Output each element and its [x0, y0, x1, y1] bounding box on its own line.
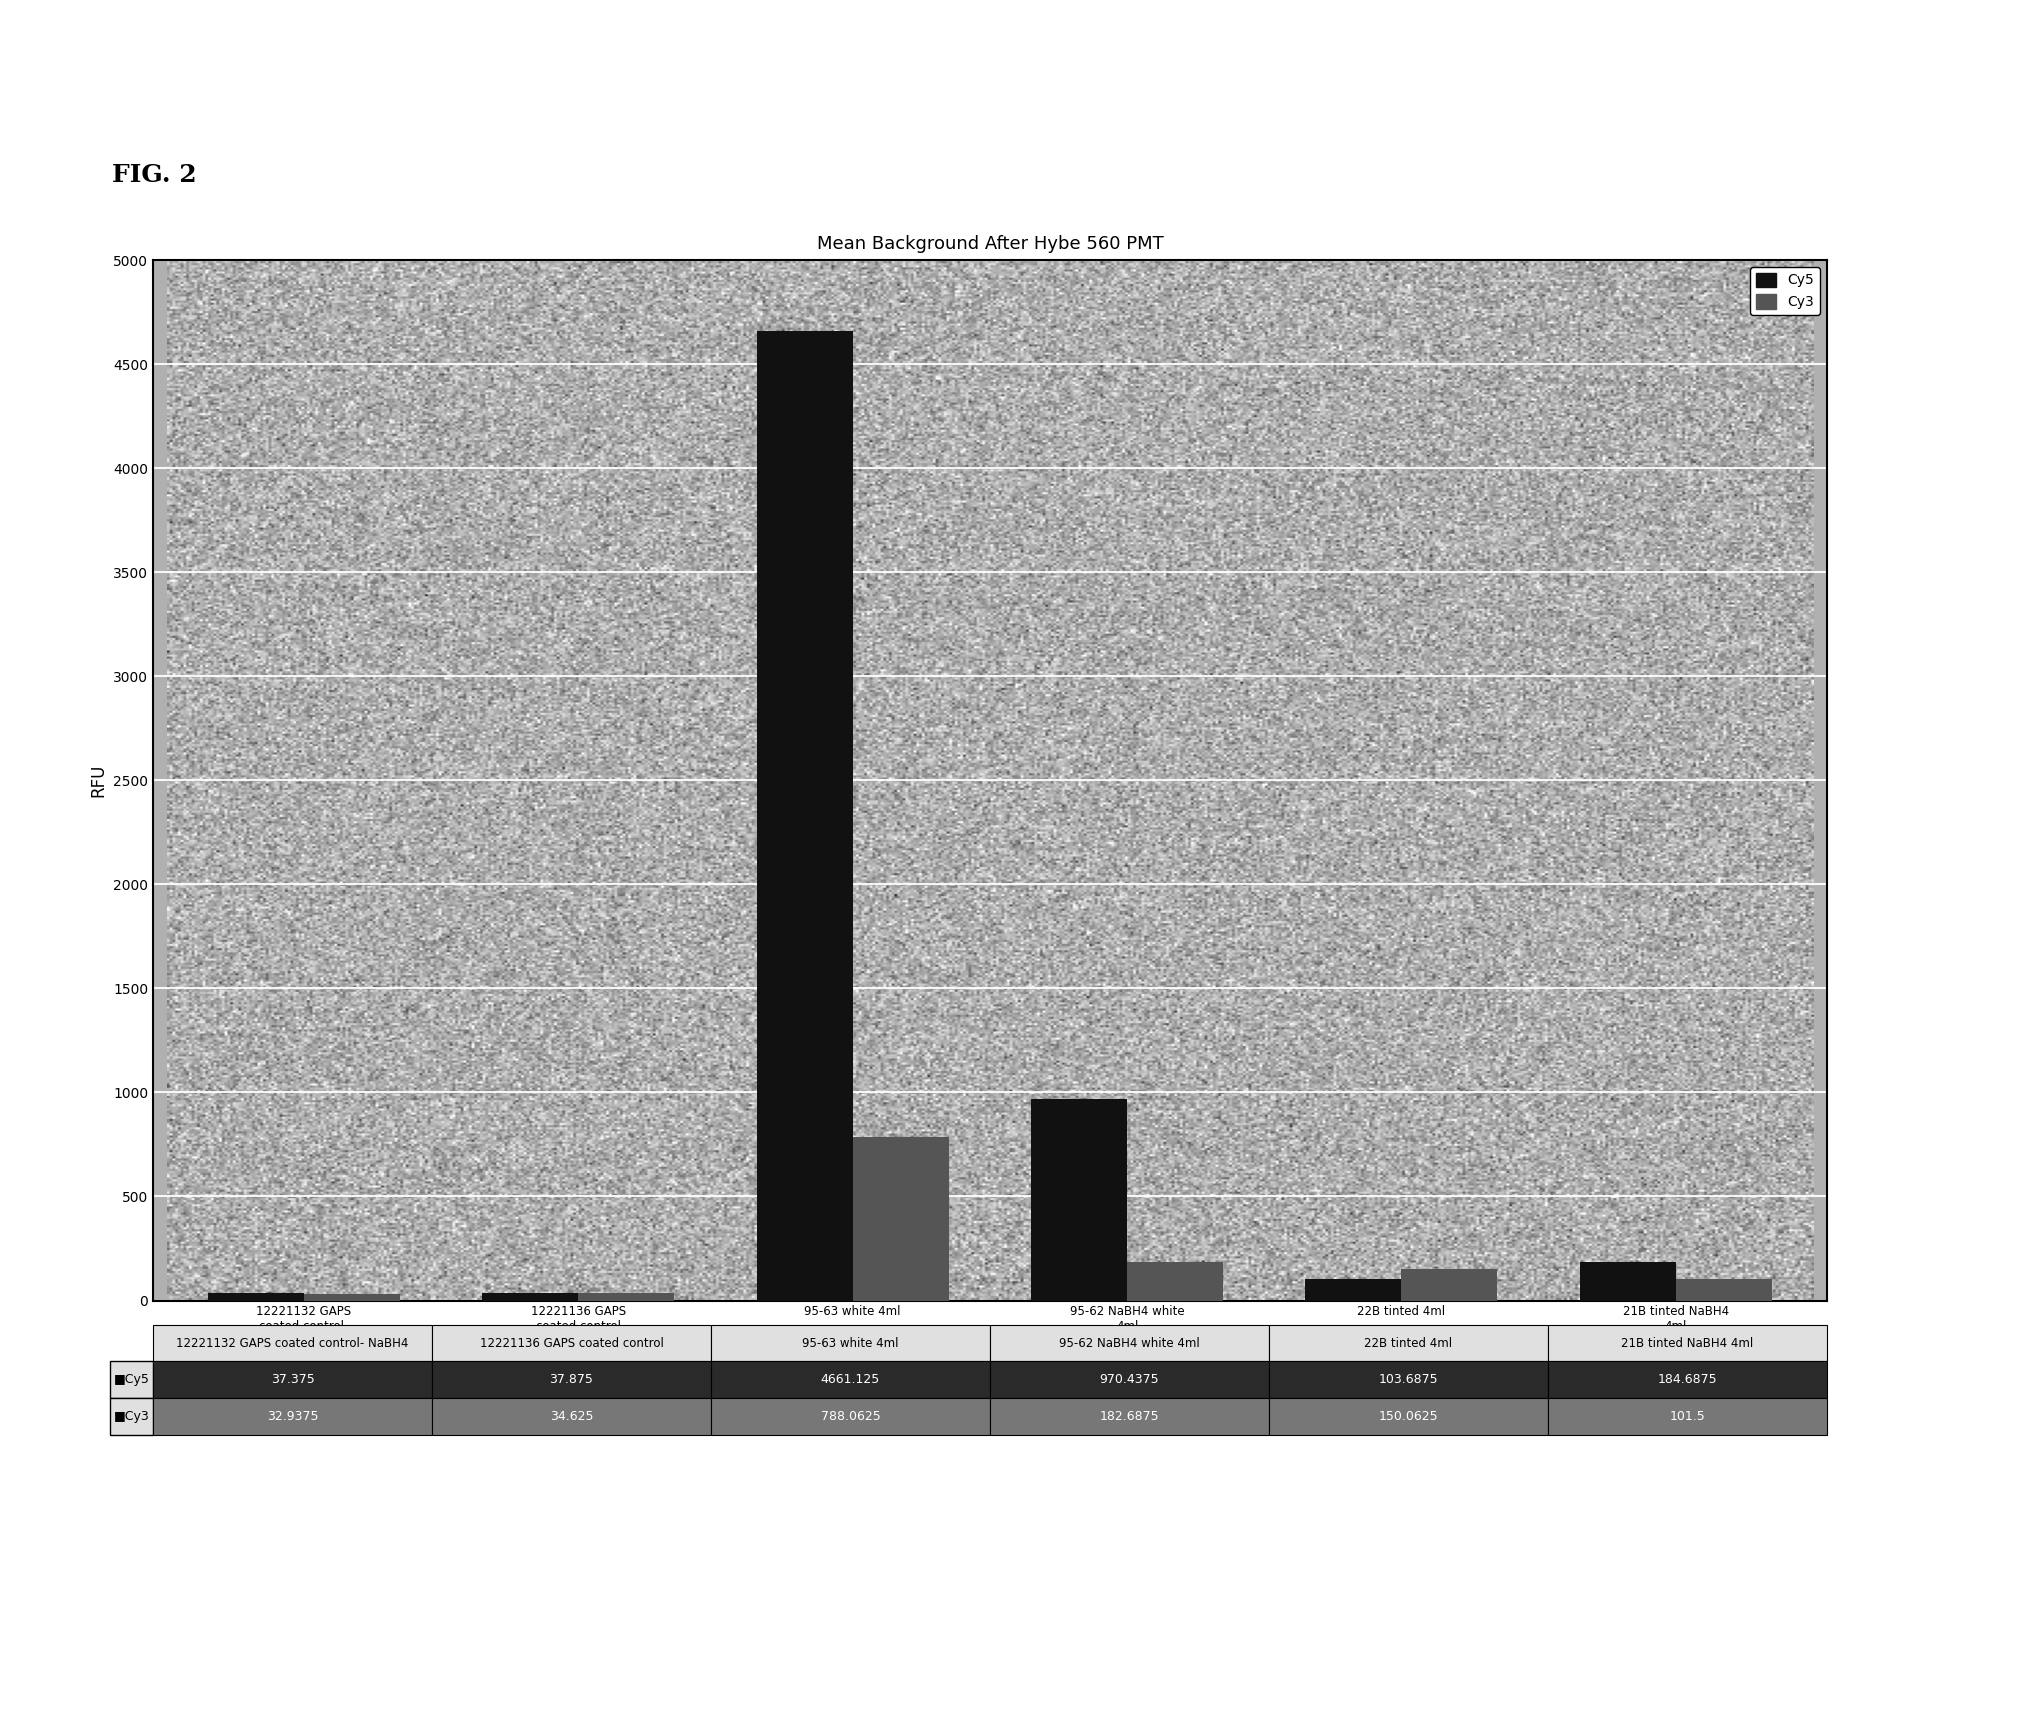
Bar [1402, 1269, 1498, 1300]
Bar [208, 1294, 304, 1300]
Bar [853, 1136, 949, 1300]
X-axis label: Slide: Slide [972, 1354, 1008, 1368]
Bar [578, 1294, 674, 1300]
Bar [757, 331, 853, 1300]
Bar [1580, 1262, 1676, 1300]
Bar [1676, 1280, 1772, 1300]
Y-axis label: RFU: RFU [90, 763, 108, 798]
Legend: Cy5, Cy3: Cy5, Cy3 [1749, 267, 1821, 314]
Bar [1031, 1099, 1127, 1300]
Bar [304, 1294, 400, 1300]
Text: FIG. 2: FIG. 2 [112, 163, 196, 187]
Bar [1306, 1280, 1402, 1300]
Bar [482, 1292, 578, 1300]
Bar [1127, 1262, 1223, 1300]
Title: Mean Background After Hybe 560 PMT: Mean Background After Hybe 560 PMT [816, 236, 1163, 253]
